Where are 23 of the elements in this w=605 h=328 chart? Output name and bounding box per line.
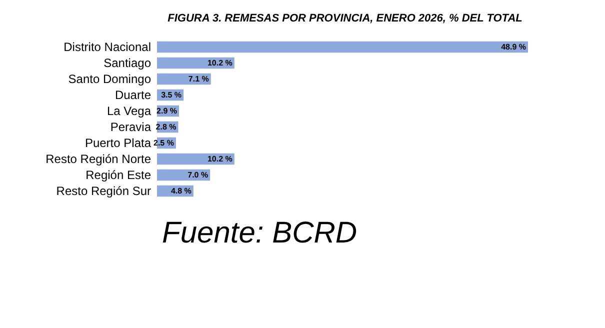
y-tick-label: Peravia [110,120,152,134]
data-label: 10.2 % [207,154,232,164]
data-label: 7.1 % [188,74,209,84]
data-label: 2.5 % [154,138,174,148]
data-label: 2.9 % [156,106,177,116]
chart-title: FIGURA 3. REMESAS POR PROVINCIA, ENERO 2026, % DEL TOTAL [168,12,523,24]
data-label: 4.8 % [170,186,192,196]
y-tick-label: La Vega [106,104,152,118]
data-label: 10.2 % [207,58,232,68]
data-label: 7.0 % [188,170,208,180]
y-tick-label: Resto Región Sur [56,184,151,198]
y-tick-label: Duarte [114,88,152,102]
y-tick-label: Puerto Plata [84,136,152,150]
data-label: 2.8 % [156,122,176,132]
source-note: Fuente: BCRD [162,216,358,250]
y-tick-label: Distrito Nacional [64,40,151,54]
data-label: 3.5 % [161,90,182,100]
y-tick-label: Santo Domingo [68,72,152,86]
y-tick-label: Resto Región Norte [46,152,152,166]
y-tick-label: Santiago [104,56,152,70]
bar [157,41,528,53]
y-tick-label: Región Este [86,168,152,182]
data-label: 48.9 % [501,42,526,52]
